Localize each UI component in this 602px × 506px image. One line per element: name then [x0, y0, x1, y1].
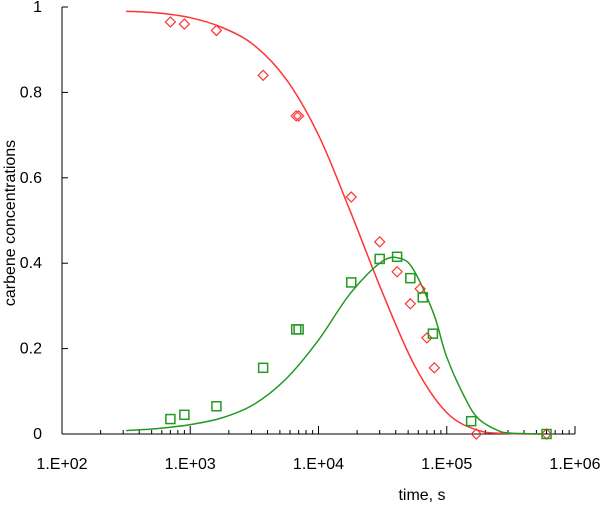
x-tick-label: 1.E+05 [421, 456, 472, 473]
series-0-diamond-point [210, 24, 223, 37]
series-1-square-point [257, 362, 269, 374]
series-1-square-point [179, 409, 190, 421]
series-0-diamond-point [290, 110, 303, 122]
y-axis-title: carbene concentrations [2, 140, 19, 306]
series-1-square-point [345, 277, 357, 288]
series-1-square-point [374, 253, 385, 265]
y-tick-label: 1 [33, 0, 42, 16]
series-0-diamond-point [421, 332, 433, 344]
series-1-square-point [165, 413, 176, 425]
y-tick-label: 0.2 [20, 341, 42, 358]
series-1-square-point [465, 415, 477, 427]
series-1-square-point [427, 328, 439, 339]
series-0-diamond-point [345, 191, 358, 203]
series-0-diamond-point [178, 18, 191, 30]
x-tick-label: 1.E+06 [549, 456, 600, 473]
axis-labels: time, s carbene concentrations [2, 140, 446, 504]
x-axis-title: time, s [398, 487, 445, 504]
series-0-diamond-point [257, 69, 269, 82]
series-0-diamond-point [404, 297, 417, 310]
series-1-square-point [391, 251, 403, 263]
series-1-square-point [211, 400, 222, 412]
series-1-square-point [405, 272, 416, 284]
series-0-diamond-point [414, 282, 426, 295]
y-tick-label: 0.8 [20, 84, 42, 101]
series-1-square-point [541, 428, 552, 440]
series-0-diamond-point [391, 265, 403, 278]
series-1-curve [126, 256, 543, 435]
fitted-curves [126, 10, 543, 435]
series-1-square-point [293, 324, 304, 335]
series-1-square-point [290, 324, 302, 335]
y-tick-label: 0 [33, 426, 42, 443]
x-tick-label: 1.E+04 [293, 456, 344, 473]
series-0-diamond-point [428, 361, 441, 374]
series-0-diamond-point [164, 16, 177, 28]
x-tick-label: 1.E+03 [165, 456, 216, 473]
series-0-curve [126, 10, 543, 435]
x-tick-label: 1.E+02 [36, 456, 87, 473]
series-0-diamond-point [373, 236, 386, 248]
data-points [164, 16, 553, 440]
y-tick-label: 0.4 [20, 255, 42, 272]
series-1-square-point [417, 292, 429, 303]
y-tick-label: 0.6 [20, 170, 42, 187]
axes: 1.E+02 1.E+03 1.E+04 1.E+05 1.E+06 0 0.2 0.4 0.6… [20, 0, 601, 473]
series-0-diamond-point [292, 110, 305, 122]
series-0-diamond-point [470, 428, 483, 440]
